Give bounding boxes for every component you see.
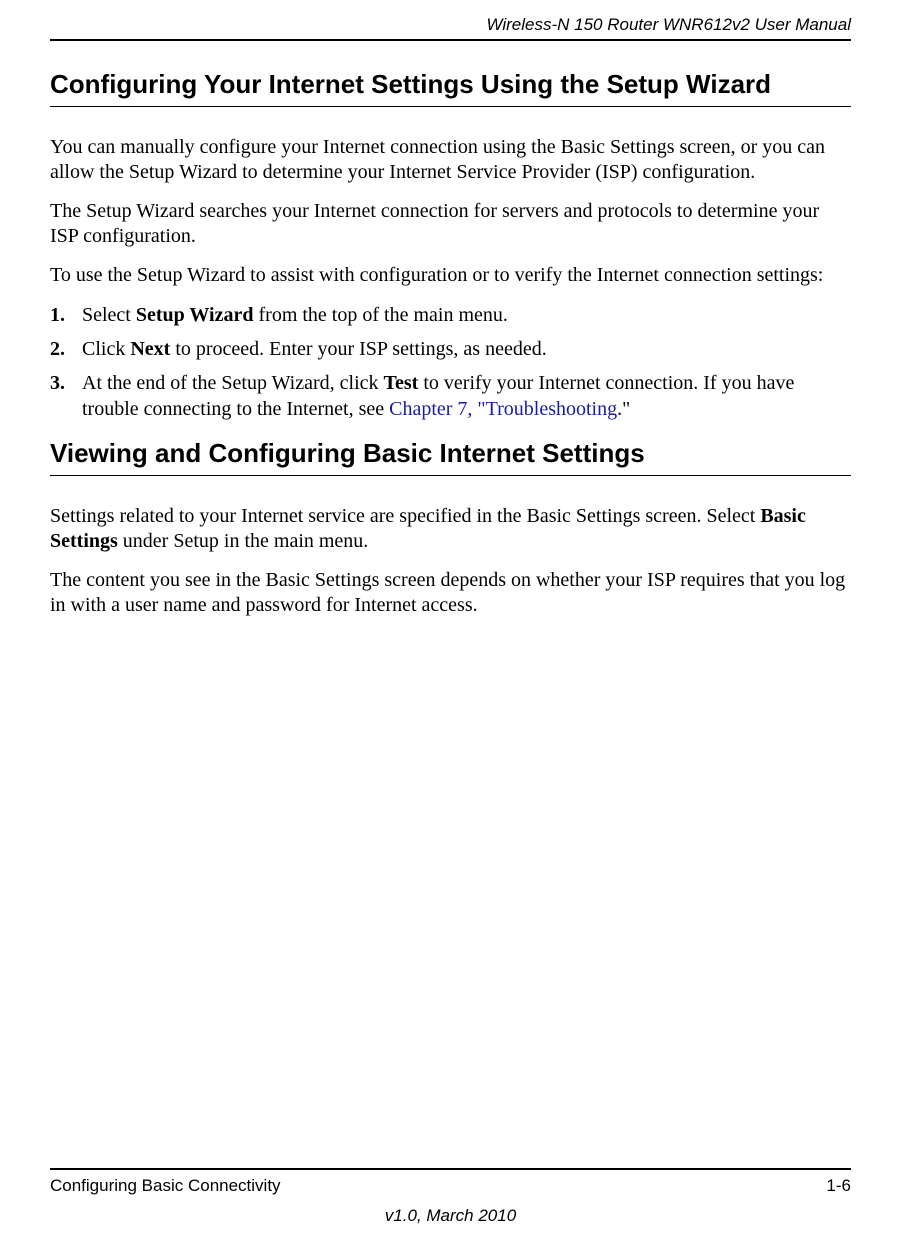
cross-reference-link[interactable]: Chapter 7, "Troubleshooting <box>389 398 617 420</box>
bold-text: Next <box>130 338 170 360</box>
text: ." <box>617 398 630 420</box>
page-footer: Configuring Basic Connectivity 1-6 v1.0,… <box>50 1168 851 1226</box>
paragraph: The Setup Wizard searches your Internet … <box>50 199 851 249</box>
bold-text: Setup Wizard <box>136 304 254 326</box>
section-rule-1 <box>50 106 851 107</box>
list-text: At the end of the Setup Wizard, click Te… <box>82 370 851 422</box>
paragraph: You can manually configure your Internet… <box>50 135 851 185</box>
paragraph: The content you see in the Basic Setting… <box>50 568 851 618</box>
list-number: 2. <box>50 336 82 362</box>
paragraph: To use the Setup Wizard to assist with c… <box>50 263 851 288</box>
list-number: 1. <box>50 302 82 328</box>
bold-text: Test <box>384 372 419 394</box>
page-number: 1-6 <box>826 1176 851 1196</box>
document-header-title: Wireless-N 150 Router WNR612v2 User Manu… <box>50 15 851 35</box>
section-rule-2 <box>50 475 851 476</box>
footer-section-title: Configuring Basic Connectivity <box>50 1176 281 1196</box>
footer-version: v1.0, March 2010 <box>50 1206 851 1226</box>
text: Select <box>82 304 136 326</box>
list-text: Select Setup Wizard from the top of the … <box>82 302 851 328</box>
text: under Setup in the main menu. <box>118 530 369 552</box>
text: At the end of the Setup Wizard, click <box>82 372 384 394</box>
list-number: 3. <box>50 370 82 422</box>
section-heading-2: Viewing and Configuring Basic Internet S… <box>50 438 851 469</box>
text: to proceed. Enter your ISP settings, as … <box>170 338 546 360</box>
text: from the top of the main menu. <box>254 304 508 326</box>
footer-rule <box>50 1168 851 1170</box>
text: Click <box>82 338 130 360</box>
paragraph: Settings related to your Internet servic… <box>50 504 851 554</box>
header-rule <box>50 39 851 41</box>
list-item: 3. At the end of the Setup Wizard, click… <box>50 370 851 422</box>
text: Settings related to your Internet servic… <box>50 505 760 527</box>
list-text: Click Next to proceed. Enter your ISP se… <box>82 336 851 362</box>
footer-row: Configuring Basic Connectivity 1-6 <box>50 1176 851 1196</box>
list-item: 2. Click Next to proceed. Enter your ISP… <box>50 336 851 362</box>
section-heading-1: Configuring Your Internet Settings Using… <box>50 69 851 100</box>
ordered-list: 1. Select Setup Wizard from the top of t… <box>50 302 851 422</box>
list-item: 1. Select Setup Wizard from the top of t… <box>50 302 851 328</box>
